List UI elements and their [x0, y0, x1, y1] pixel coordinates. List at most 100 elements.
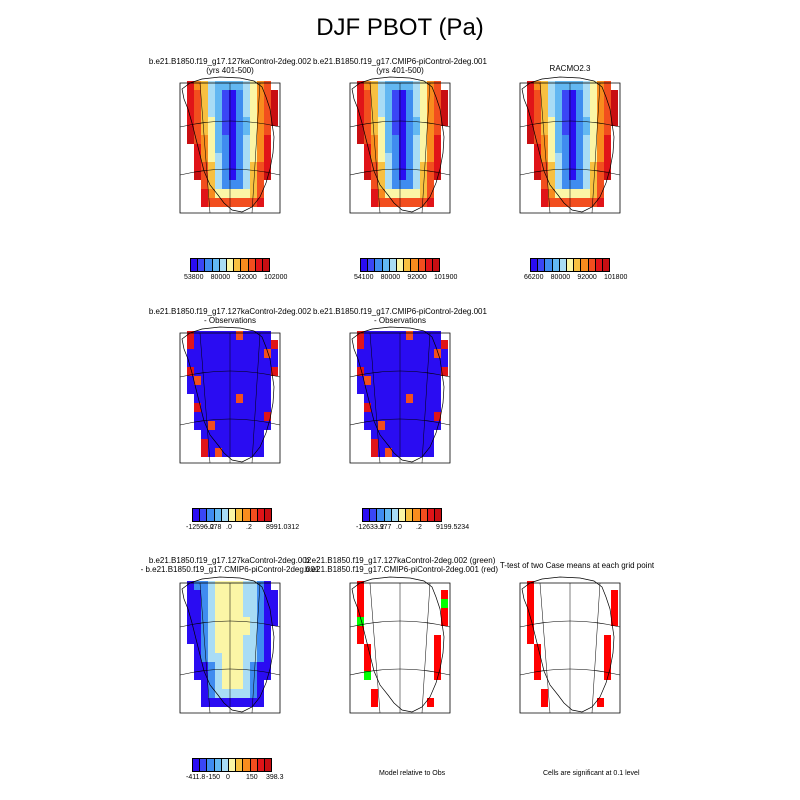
grid-cell	[229, 189, 236, 198]
panel-6-title-line-2: - b.e21.B1850.f19_g17.CMIP6-piControl-2d…	[140, 565, 320, 574]
grid-cell	[250, 340, 257, 349]
grid-cell	[264, 671, 271, 680]
grid-cell	[371, 376, 378, 385]
grid-cell	[236, 689, 243, 698]
grid-cell	[392, 81, 399, 90]
grid-cell	[378, 340, 385, 349]
grid-cell	[392, 349, 399, 358]
grid-cell	[406, 135, 413, 144]
grid-cell	[392, 171, 399, 180]
grid-cell	[527, 626, 534, 635]
grid-cell	[413, 135, 420, 144]
grid-cell	[271, 617, 278, 626]
grid-cell	[208, 358, 215, 367]
grid-cell	[413, 394, 420, 403]
grid-cell	[236, 81, 243, 90]
grid-cell	[371, 698, 378, 707]
grid-cell	[576, 99, 583, 108]
grid-cell	[243, 608, 250, 617]
grid-cell	[420, 117, 427, 126]
grid-cell	[590, 108, 597, 117]
grid-cell	[597, 108, 604, 117]
grid-cell	[569, 99, 576, 108]
grid-cell	[215, 644, 222, 653]
grid-cell	[569, 162, 576, 171]
colorbar-swatch	[264, 509, 272, 521]
grid-cell	[406, 90, 413, 99]
grid-cell	[208, 81, 215, 90]
grid-cell	[215, 412, 222, 421]
grid-cell	[364, 653, 371, 662]
colorbar-swatch	[200, 509, 208, 521]
map-cells-6	[187, 581, 278, 707]
grid-cell	[385, 394, 392, 403]
grid-cell	[357, 99, 364, 108]
grid-cell	[194, 349, 201, 358]
grid-cell	[243, 126, 250, 135]
grid-cell	[250, 644, 257, 653]
grid-cell	[406, 81, 413, 90]
colorbar-swatch	[368, 259, 376, 271]
grid-cell	[413, 90, 420, 99]
grid-cell	[194, 171, 201, 180]
grid-cell	[236, 144, 243, 153]
grid-cell	[229, 653, 236, 662]
grid-cell	[527, 81, 534, 90]
graticule-meridian-6-b	[199, 582, 211, 714]
grid-cell	[187, 81, 194, 90]
grid-cell	[583, 90, 590, 99]
colorbar-tick-label: .2	[416, 524, 422, 531]
grid-cell	[371, 90, 378, 99]
grid-cell	[364, 135, 371, 144]
grid-cell	[257, 99, 264, 108]
grid-cell	[562, 90, 569, 99]
grid-cell	[250, 671, 257, 680]
grid-cell	[264, 653, 271, 662]
grid-cell	[364, 144, 371, 153]
grid-cell	[385, 90, 392, 99]
grid-cell	[271, 117, 278, 126]
grid-cell	[420, 412, 427, 421]
grid-cell	[215, 135, 222, 144]
colorbar-swatch	[200, 759, 208, 771]
grid-cell	[378, 385, 385, 394]
grid-cell	[250, 90, 257, 99]
grid-cell	[590, 171, 597, 180]
grid-cell	[229, 117, 236, 126]
grid-cell	[371, 439, 378, 448]
coastline-5	[351, 326, 445, 463]
grid-cell	[236, 153, 243, 162]
grid-cell	[250, 662, 257, 671]
colorbar-swatch	[363, 509, 371, 521]
coastline-3	[521, 76, 615, 213]
grid-cell	[392, 99, 399, 108]
grid-cell	[194, 581, 201, 590]
grid-cell	[583, 198, 590, 207]
grid-cell	[604, 171, 611, 180]
grid-cell	[555, 180, 562, 189]
grid-cell	[420, 394, 427, 403]
grid-cell	[527, 117, 534, 126]
grid-cell	[385, 403, 392, 412]
grid-cell	[208, 108, 215, 117]
grid-cell	[406, 162, 413, 171]
grid-cell	[569, 171, 576, 180]
grid-cell	[250, 117, 257, 126]
grid-cell	[364, 81, 371, 90]
grid-cell	[385, 81, 392, 90]
grid-cell	[243, 189, 250, 198]
grid-cell	[434, 108, 441, 117]
grid-cell	[441, 117, 448, 126]
colorbar-swatch	[420, 509, 428, 521]
grid-cell	[236, 171, 243, 180]
colorbar-tick-label: 53800	[184, 274, 204, 281]
grid-cell	[441, 599, 448, 608]
grid-cell	[208, 644, 215, 653]
grid-cell	[441, 358, 448, 367]
colorbar-tick-label: 54100	[354, 274, 374, 281]
grid-cell	[541, 180, 548, 189]
grid-cell	[378, 367, 385, 376]
grid-cell	[271, 590, 278, 599]
grid-cell	[257, 376, 264, 385]
grid-cell	[215, 590, 222, 599]
